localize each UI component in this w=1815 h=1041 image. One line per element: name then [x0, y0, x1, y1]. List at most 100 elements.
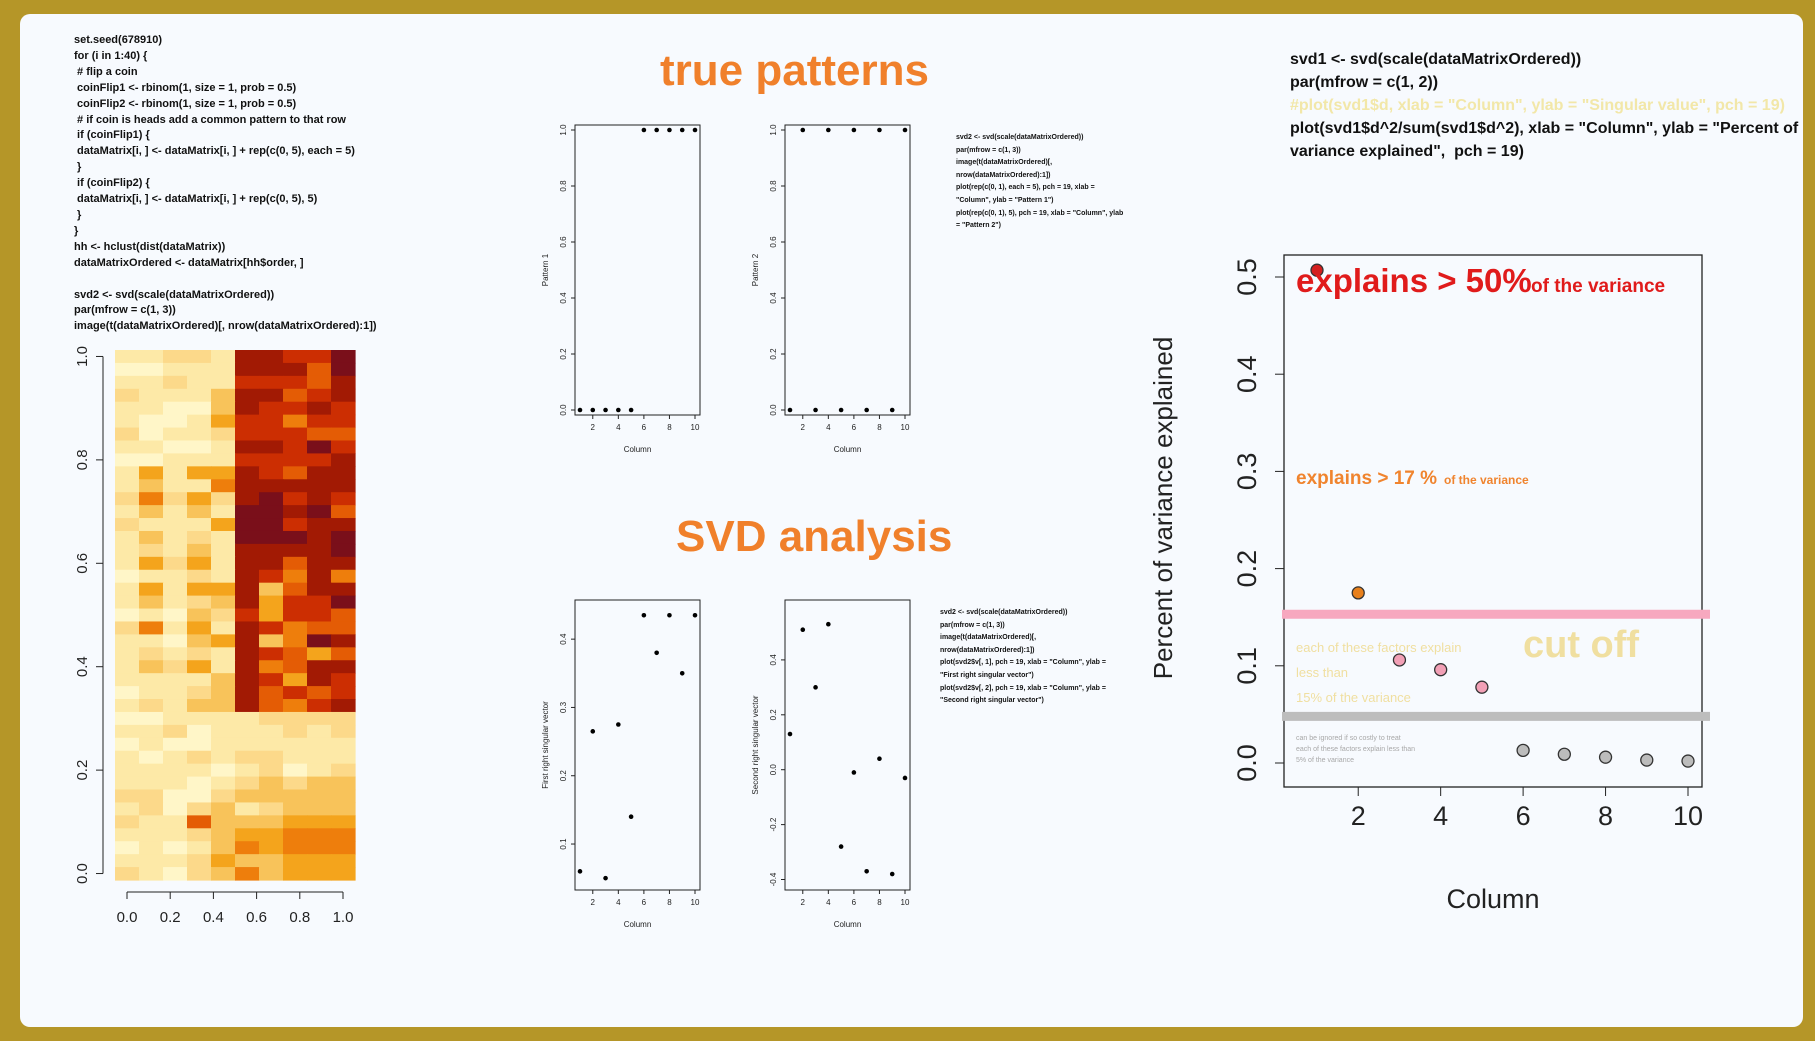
heatmap-cell [331, 802, 356, 816]
heatmap-cell [163, 388, 188, 403]
pattern1-point [577, 407, 583, 413]
svd_v1-point [641, 612, 647, 618]
heatmap-cell [283, 711, 308, 726]
heatmap-cell [235, 582, 260, 597]
pattern2-x-tick-label: 10 [901, 423, 910, 432]
heatmap-cell [139, 763, 164, 778]
heatmap-cell [163, 518, 188, 532]
left-code-line [74, 272, 377, 288]
code-svd-line: plot(svd2$v[, 1], pch = 19, xlab = "Colu… [940, 659, 1106, 667]
heatmap-cell [283, 466, 308, 480]
heatmap-cell [163, 634, 188, 648]
heatmap-cell [115, 427, 140, 442]
heatmap-cell [283, 388, 308, 403]
svd_v2-point [864, 868, 869, 874]
heatmap-cell [163, 440, 188, 455]
heatmap-cell [235, 350, 260, 364]
heatmap-cell [211, 608, 236, 623]
heatmap-cell [163, 867, 188, 881]
heatmap-cell [187, 388, 212, 403]
heatmap-cell [163, 828, 188, 842]
heatmap-cell [259, 776, 284, 791]
heatmap-cell [235, 828, 260, 842]
code-svd-line: nrow(dataMatrixOrdered):1]) [940, 646, 1035, 654]
code-patterns-line: svd2 <- svd(scale(dataMatrixOrdered)) [956, 134, 1084, 141]
left-code-line: for (i in 1:40) { [74, 49, 148, 62]
heatmap-cell [283, 453, 308, 467]
pattern1-point [590, 407, 596, 413]
heatmap-cell [187, 466, 212, 480]
heatmap-cell [235, 362, 260, 377]
svd_v1-y-tick-label: 0.4 [559, 633, 568, 645]
heatmap-cell [115, 362, 140, 377]
heatmap-cell [187, 634, 212, 648]
heatmap-cell [331, 479, 356, 493]
heatmap-cell [211, 427, 236, 442]
heatmap-cell [307, 362, 332, 377]
left-code-line: # flip a coin [74, 65, 138, 78]
heatmap-cell [283, 401, 308, 416]
heatmap-cell [235, 492, 260, 506]
heatmap-cell [163, 505, 188, 519]
heatmap-cell [283, 621, 308, 635]
heatmap-cell [115, 634, 140, 648]
heatmap-cell [307, 802, 332, 816]
left-code-line: hh <- hclust(dist(dataMatrix)) [74, 240, 226, 253]
heatmap-cell [139, 427, 164, 442]
heatmap-cell [235, 699, 260, 713]
heatmap-cell [307, 350, 332, 364]
code-patterns-line: "Column", ylab = "Pattern 1") [956, 196, 1054, 204]
heatmap-cell [115, 350, 140, 364]
heatmap-cell [307, 660, 332, 674]
variance-point [1516, 743, 1530, 758]
svd_v2-point [877, 756, 882, 762]
pattern1-y-tick-label: 0.4 [559, 292, 568, 304]
heatmap-cell [283, 427, 308, 442]
heatmap-cell [115, 815, 140, 829]
heatmap-cell [259, 711, 284, 726]
code-patterns-line: image(t(dataMatrixOrdered)[, [956, 159, 1053, 167]
heatmap-cell [235, 724, 260, 739]
variance-point [1681, 754, 1695, 768]
heatmap-cell [259, 621, 284, 635]
pattern2-y-tick-label: 0.0 [769, 404, 778, 416]
pattern2-point [787, 407, 793, 413]
annotation-50-percent: explains > 50% [1296, 262, 1532, 299]
heatmap-cell [115, 841, 140, 855]
heatmap-cell [283, 569, 308, 584]
heatmap-cell [235, 763, 260, 778]
svd_v2-point [889, 871, 895, 877]
heatmap-cell [259, 699, 284, 713]
svd_v1-x-tick-label: 6 [642, 898, 647, 907]
heatmap-cell [307, 621, 332, 635]
pattern1-x-tick-label: 4 [616, 423, 621, 432]
heatmap-cell [139, 802, 164, 816]
heatmap-cell [283, 492, 308, 506]
pattern1-y-tick-label: 0.8 [559, 180, 568, 192]
heatmap-cell [259, 828, 284, 842]
heatmap-cell [307, 388, 332, 403]
variance-x-tick-label: 4 [1433, 801, 1448, 831]
pattern1-x-tick-label: 2 [591, 423, 596, 432]
variance-y-tick-label: 0.3 [1232, 453, 1262, 491]
svd_v1-point [692, 612, 698, 618]
heatmap-cell [331, 737, 356, 752]
heatmap-cell [115, 492, 140, 506]
heatmap-cell [163, 737, 188, 752]
heatmap-cell [259, 854, 284, 868]
variance-plot-box [1283, 254, 1703, 788]
heatmap-cell [211, 841, 236, 855]
heatmap-cell [331, 724, 356, 739]
heatmap-cell [139, 776, 164, 791]
heatmap-cell [283, 608, 308, 623]
pattern1-point [603, 407, 608, 413]
heatmap-cell [115, 789, 140, 804]
pattern2-y-tick-label: 0.4 [769, 292, 778, 304]
pattern2-x-tick-label: 8 [877, 423, 882, 432]
left-code-line: dataMatrix[i, ] <- dataMatrix[i, ] + rep… [74, 145, 355, 158]
heatmap-cell [139, 466, 164, 480]
heatmap-cell [139, 660, 164, 674]
heatmap-cell [187, 621, 212, 635]
heatmap-cell [211, 518, 236, 532]
heatmap-cell [115, 530, 140, 545]
